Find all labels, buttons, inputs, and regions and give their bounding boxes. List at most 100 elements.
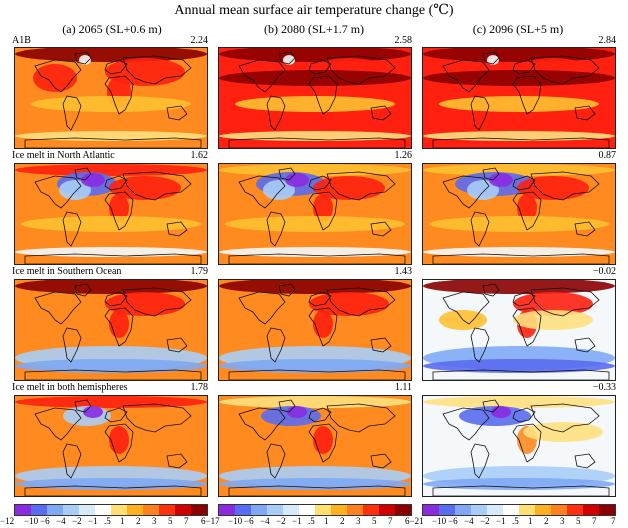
temperature-anomaly-region: [219, 396, 411, 408]
temperature-anomaly-region: [263, 180, 295, 200]
temperature-anomaly-region: [423, 478, 615, 490]
coastline: [370, 337, 392, 353]
temperature-anomaly-region: [285, 173, 309, 187]
global-mean-r1-a: 2.24: [190, 35, 209, 46]
colorbar-tick-label: 3: [152, 516, 157, 526]
coastline: [24, 253, 202, 264]
coastline: [512, 307, 542, 347]
temperature-anomaly-region: [31, 96, 191, 112]
row-label-southern-ocean: Ice melt in Southern Ocean: [12, 266, 122, 277]
temperature-anomaly-region: [219, 48, 411, 62]
colorbar-swatch: [299, 505, 315, 515]
temperature-anomaly-region: [59, 180, 91, 200]
coastline: [62, 443, 82, 479]
colorbar-tick-label: 7: [592, 516, 597, 526]
colorbar-swatch: [535, 505, 551, 515]
colorbar-tick-label: −2: [276, 516, 286, 526]
temperature-anomaly-region: [15, 396, 207, 408]
colorbar-tick-label: 5: [372, 516, 377, 526]
colorbar-swatch: [519, 505, 535, 515]
map-panel-r3-c: [422, 279, 616, 381]
temperature-anomaly-region: [313, 194, 333, 222]
colorbar-tick-label: 2: [136, 516, 141, 526]
temperature-anomaly-region: [313, 310, 333, 338]
temperature-anomaly-region: [219, 359, 411, 373]
temperature-anomaly-region: [235, 96, 395, 112]
coastline: [122, 287, 192, 317]
coastline: [482, 51, 500, 65]
temperature-anomaly-region: [109, 310, 129, 338]
coastline: [574, 221, 596, 237]
coastline: [266, 327, 286, 363]
temperature-anomaly-region: [219, 478, 411, 490]
coastline: [62, 327, 82, 363]
row-label-a1b: A1B: [12, 35, 31, 46]
temperature-anomaly-region: [423, 48, 615, 62]
colorbar-tick-label: 1: [528, 516, 533, 526]
coastline: [530, 403, 600, 433]
colorbar-b: [218, 504, 412, 516]
coastline: [278, 399, 296, 413]
coastline: [308, 175, 332, 191]
map-panel-r4-c: [422, 395, 616, 497]
colorbar-tick-label: 1: [324, 516, 329, 526]
coastline: [266, 443, 286, 479]
global-mean-r3-c: −0.02: [592, 266, 616, 277]
colorbar-tick-label: 2: [340, 516, 345, 526]
colorbar-tick-label: 5: [168, 516, 173, 526]
coastline: [166, 337, 188, 353]
colorbar-swatch: [315, 505, 331, 515]
column-title-c: (c) 2096 (SL+5 m): [472, 22, 564, 36]
coastline: [166, 221, 188, 237]
map-panel-r1-a: [14, 47, 208, 149]
coastline: [470, 211, 490, 247]
temperature-anomaly-region: [491, 406, 511, 418]
colorbar-end-right-c: 7: [611, 516, 616, 526]
colorbar-swatch: [127, 505, 143, 515]
colorbar-tick-label: 5: [576, 516, 581, 526]
colorbar-swatch: [251, 505, 267, 515]
colorbar-swatch: [63, 505, 79, 515]
temperature-anomaly-region: [15, 478, 207, 490]
figure-title: Annual mean surface air temperature chan…: [174, 3, 454, 18]
coastline: [432, 137, 610, 148]
map-panel-r3-a: [14, 279, 208, 381]
coastline: [512, 175, 536, 191]
coastline: [530, 55, 600, 85]
coastline: [104, 191, 134, 231]
colorbar-swatch: [175, 505, 191, 515]
colorbar-tick-label: −2: [480, 516, 490, 526]
coastline: [470, 327, 490, 363]
colorbar-tick-label: .5: [308, 516, 315, 526]
map-panel-r1-b: [218, 47, 412, 149]
colorbar-c: [422, 504, 616, 516]
coastline: [442, 59, 490, 93]
coastline: [530, 287, 600, 317]
colorbar-tick-label: −1: [292, 516, 302, 526]
global-mean-r2-a: 1.62: [190, 150, 209, 161]
temperature-anomaly-region: [21, 216, 201, 232]
row-label-north-atlantic: Ice melt in North Atlantic: [12, 150, 115, 161]
coastline: [122, 171, 192, 201]
colorbar-tick-label: −6: [244, 516, 254, 526]
coastline: [308, 307, 338, 347]
column-title-a: (a) 2065 (SL+0.6 m): [62, 22, 162, 36]
colorbar-tick-label: .5: [104, 516, 111, 526]
global-mean-r3-b: 1.43: [394, 266, 413, 277]
coastline: [104, 307, 134, 347]
temperature-anomaly-region: [423, 280, 615, 294]
colorbar-tick-label: −10: [24, 516, 39, 526]
coastline: [24, 485, 202, 496]
coastline: [74, 51, 92, 65]
global-mean-r1-b: 2.58: [394, 35, 413, 46]
coastline: [104, 75, 134, 115]
colorbar-swatch: [471, 505, 487, 515]
colorbar-tick-label: −4: [464, 516, 474, 526]
colorbar-swatch: [567, 505, 583, 515]
temperature-anomaly-region: [423, 164, 615, 176]
colorbar-a: [14, 504, 208, 516]
global-mean-r4-a: 1.78: [190, 382, 209, 393]
colorbar-swatch: [599, 505, 615, 515]
coastline: [228, 253, 406, 264]
colorbar-tick-label: −6: [448, 516, 458, 526]
